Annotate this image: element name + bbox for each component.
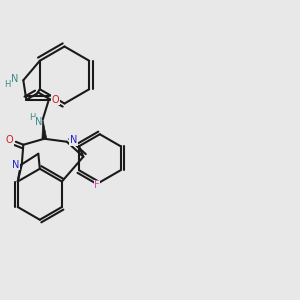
Text: N: N: [11, 74, 18, 84]
Text: N: N: [70, 135, 77, 145]
Text: N: N: [12, 160, 20, 170]
Text: H: H: [29, 113, 35, 122]
Text: O: O: [5, 135, 13, 145]
Text: F: F: [94, 180, 100, 190]
Text: O: O: [52, 95, 59, 105]
Text: H: H: [4, 80, 10, 89]
Polygon shape: [42, 119, 47, 139]
Text: N: N: [34, 117, 42, 127]
